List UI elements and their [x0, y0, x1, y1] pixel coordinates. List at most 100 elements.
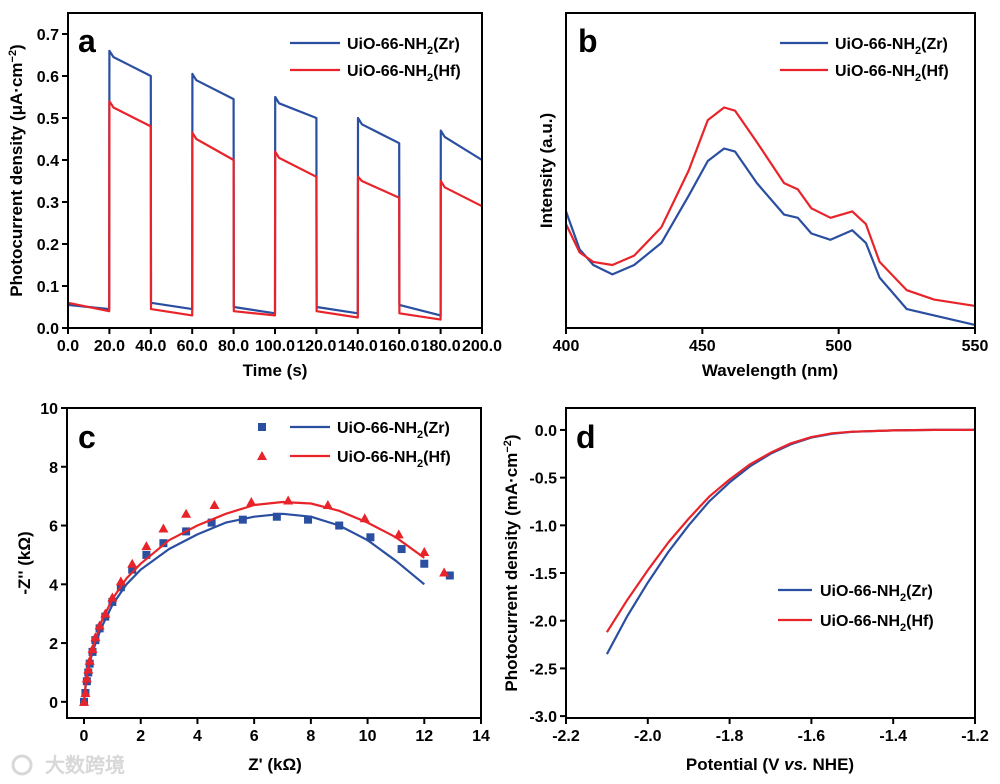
x-tick-label: -1.2 — [961, 728, 989, 745]
x-tick-label: -1.6 — [798, 728, 826, 745]
x-tick-label: -1.4 — [879, 728, 907, 745]
x-tick-label: 60.0 — [177, 338, 208, 355]
watermark: 大数跨境 — [45, 753, 125, 777]
series-line-hf — [82, 500, 425, 702]
data-point-hf — [79, 696, 90, 706]
panel-b: UiO-66-NH2(Zr) UiO-66-NH2(Hf) 400 450 500 550… — [537, 12, 988, 380]
data-point-zr — [238, 515, 247, 524]
x-tick-label: 2 — [136, 728, 145, 745]
data-point-zr — [366, 533, 375, 542]
x-tick-label: 14 — [472, 728, 490, 745]
y-tick-label: -1.0 — [529, 518, 557, 535]
panel-label: b — [578, 23, 598, 59]
data-point-zr — [304, 515, 313, 524]
x-axis-title: Potential (V vs. NHE) — [686, 755, 854, 774]
data-point-hf — [107, 592, 118, 602]
x-tick-label: 100.0 — [255, 338, 295, 355]
y-tick-label: -3.0 — [529, 709, 557, 726]
x-tick-label: -2.2 — [552, 728, 580, 745]
y-tick-label: 6 — [49, 519, 58, 536]
data-point-hf — [158, 523, 169, 533]
data-point-hf — [115, 576, 126, 586]
x-tick-label: 20.0 — [94, 338, 125, 355]
y-tick-label: 0.1 — [37, 279, 59, 296]
x-tick-label: 500 — [825, 338, 852, 355]
data-point-hf — [94, 620, 105, 630]
y-tick-label: 0.5 — [37, 111, 59, 128]
data-point-zr — [420, 559, 429, 568]
data-point-zr — [159, 539, 168, 548]
legend-label: UiO-66-NH2(Zr) — [835, 36, 948, 57]
x-tick-label: 10 — [359, 728, 377, 745]
x-tick-label: 4 — [193, 728, 202, 745]
x-tick-label: -1.8 — [716, 728, 744, 745]
legend-label: UiO-66-NH2(Hf) — [835, 63, 949, 84]
legend-label: UiO-66-NH2(Hf) — [347, 63, 461, 84]
y-tick-label: 0 — [49, 695, 58, 712]
data-point-zr — [207, 518, 216, 527]
y-tick-label: 0.7 — [37, 27, 59, 44]
data-point-hf — [87, 643, 98, 653]
x-axis-title: Wavelength (nm) — [702, 361, 838, 380]
legend-label: UiO-66-NH2(Hf) — [337, 449, 451, 470]
series-line-hf — [605, 428, 975, 633]
x-tick-label: 160.0 — [379, 338, 419, 355]
panel-label: a — [78, 23, 96, 59]
y-tick-label: -0.5 — [529, 471, 557, 488]
data-point-hf — [283, 495, 294, 505]
y-tick-label: 0.0 — [37, 321, 59, 338]
y-tick-label: 0.6 — [37, 69, 59, 86]
y-tick-label: 4 — [49, 577, 58, 594]
x-tick-label: 80.0 — [218, 338, 249, 355]
series-line-hf — [67, 100, 483, 321]
plot-frame — [66, 407, 482, 719]
legend-label: UiO-66-NH2(Hf) — [820, 613, 934, 634]
x-tick-label: 0.0 — [57, 338, 79, 355]
legend-marker — [257, 451, 267, 460]
y-tick-label: 10 — [40, 401, 58, 418]
y-tick-label: 2 — [49, 636, 58, 653]
data-point-hf — [83, 664, 94, 674]
y-tick-label: -2.0 — [529, 614, 557, 631]
y-axis-title: Photocurrent density (mA·cm−2) — [502, 434, 521, 691]
data-point-zr — [445, 571, 454, 580]
y-axis-title: -Z'' (kΩ) — [15, 531, 34, 594]
panel-d: UiO-66-NH2(Zr) UiO-66-NH2(Hf) -2.2 -2.0 -1.8… — [502, 407, 989, 774]
y-tick-label: 0.2 — [37, 237, 59, 254]
data-point-hf — [100, 608, 111, 618]
x-tick-label: 0 — [80, 728, 89, 745]
x-tick-label: 12 — [415, 728, 433, 745]
y-axis-title: Intensity (a.u.) — [537, 113, 556, 228]
data-point-zr — [272, 512, 281, 521]
data-point-hf — [84, 655, 95, 665]
data-point-hf — [246, 497, 257, 507]
series-line-hf — [565, 106, 976, 307]
series-line-zr — [82, 512, 426, 702]
x-tick-label: 120.0 — [296, 338, 336, 355]
series-line-zr — [564, 147, 976, 326]
data-point-zr — [335, 521, 344, 530]
legend-marker — [258, 423, 266, 431]
panel-label: d — [576, 419, 596, 455]
y-tick-label: -1.5 — [529, 566, 557, 583]
data-point-hf — [322, 499, 333, 509]
data-point-hf — [439, 567, 450, 577]
data-point-zr — [397, 545, 406, 554]
data-point-hf — [393, 529, 404, 539]
x-tick-label: -2.0 — [634, 728, 662, 745]
x-tick-label: 140.0 — [338, 338, 378, 355]
data-point-hf — [80, 688, 91, 698]
x-tick-label: 200.0 — [462, 338, 502, 355]
x-tick-label: 400 — [553, 338, 580, 355]
y-axis-title: Photocurrent density (μA·cm−2) — [7, 44, 26, 296]
y-tick-label: 8 — [49, 460, 58, 477]
panel-label: c — [78, 419, 96, 455]
data-point-hf — [209, 499, 220, 509]
legend-label: UiO-66-NH2(Zr) — [820, 583, 933, 604]
data-point-hf — [127, 558, 138, 568]
x-tick-label: 180.0 — [421, 338, 461, 355]
data-point-hf — [90, 632, 101, 642]
x-axis-title: Z' (kΩ) — [248, 755, 302, 774]
x-tick-label: 450 — [689, 338, 716, 355]
